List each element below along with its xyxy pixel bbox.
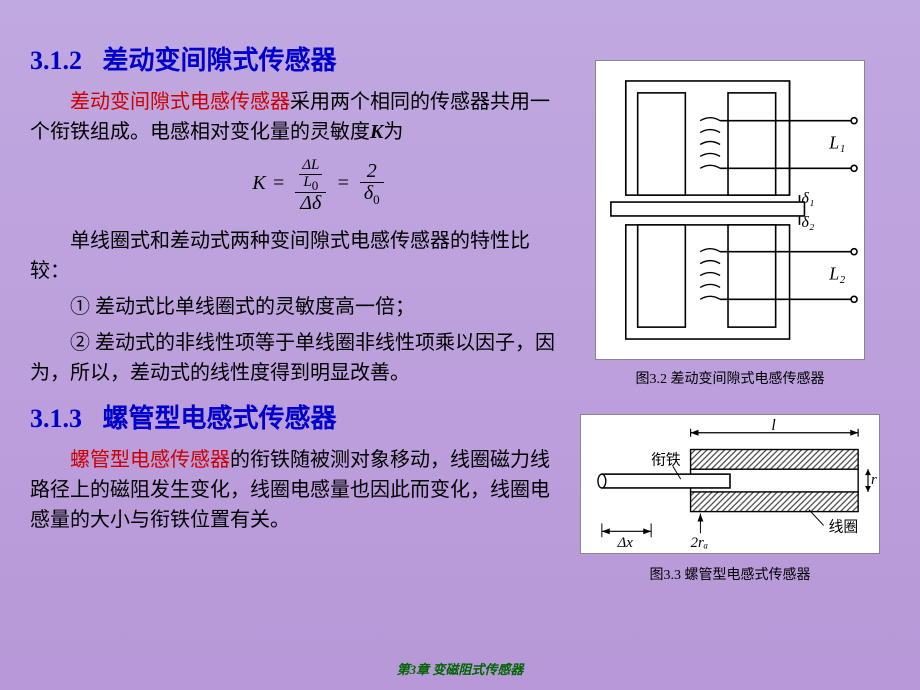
para-313-red: 螺管型电感传感器	[70, 449, 230, 471]
figure-32-svg: L₁ L₂ δ₁ δ₂	[596, 61, 864, 359]
formula-L0-L: L	[303, 174, 311, 190]
heading-312: 3.1.2 差动变间隙式传感器	[30, 40, 560, 77]
formula-frac2-num: 2	[360, 161, 384, 183]
fig32-L2: L₂	[828, 263, 845, 283]
formula-delta-sub: 0	[373, 192, 380, 207]
formula-L0: L0	[299, 175, 322, 193]
para-312-rest2: 为	[383, 121, 403, 143]
figure-32: L₁ L₂ δ₁ δ₂	[595, 60, 865, 360]
para-312-red: 差动变间隙式电感传感器	[70, 91, 290, 113]
fig32-d2: δ₂	[801, 214, 814, 231]
para-313-intro: 螺管型电感传感器的衔铁随被测对象移动，线圈磁力线路径上的磁阻发生变化，线圈电感量…	[30, 445, 560, 535]
figure-33: 衔铁 线圈 l Δx 2rₐ r	[580, 414, 880, 554]
heading-313-text: 螺管型电感式传感器	[103, 404, 337, 433]
fig33-l: l	[771, 417, 776, 434]
formula-frac2-den: δ0	[360, 183, 384, 207]
formula-frac1-den: Δδ	[295, 193, 326, 214]
item-1: ① 差动式比单线圈式的灵敏度高一倍；	[30, 292, 560, 322]
figure-33-svg: 衔铁 线圈 l Δx 2rₐ r	[581, 415, 879, 553]
para-312-intro: 差动变间隙式电感传感器采用两个相同的传感器共用一个衔铁组成。电感相对变化量的灵敏…	[30, 87, 560, 147]
fig33-tiexin: 衔铁	[651, 451, 681, 468]
formula-K-sym: K	[252, 172, 265, 195]
item-2: ② 差动式的非线性项等于单线圈非线性项乘以因子，因为，所以，差动式的线性度得到明…	[30, 328, 560, 388]
fig32-L1: L₁	[828, 132, 845, 152]
formula-innerfrac: ΔL L0	[299, 158, 322, 192]
formula-eq1: =	[272, 172, 286, 195]
heading-313-num: 3.1.3	[30, 404, 82, 433]
left-column: 3.1.2 差动变间隙式传感器 差动变间隙式电感传感器采用两个相同的传感器共用一…	[30, 30, 570, 584]
heading-312-text: 差动变间隙式传感器	[103, 46, 337, 75]
fig33-dx: Δx	[617, 535, 634, 551]
page-content: 3.1.2 差动变间隙式传感器 差动变间隙式电感传感器采用两个相同的传感器共用一…	[0, 0, 920, 584]
formula-dDelta: Δδ	[300, 192, 321, 214]
page-footer: 第3章 变磁阻式传感器	[0, 659, 920, 678]
fig32-d1: δ₁	[801, 190, 814, 207]
heading-312-num: 3.1.2	[30, 46, 82, 75]
formula-frac1-num: ΔL L0	[295, 153, 326, 193]
formula-K: K = ΔL L0 Δδ = 2 δ0	[80, 153, 560, 214]
heading-313: 3.1.3 螺管型电感式传感器	[30, 398, 560, 435]
formula-frac2: 2 δ0	[360, 161, 384, 207]
figure-32-caption: 图3.2 差动变间隙式电感传感器	[570, 368, 890, 388]
para-312-K: K	[370, 121, 383, 143]
fig33-r: r	[871, 472, 877, 488]
right-column: L₁ L₂ δ₁ δ₂ 图3.2 差动变间隙式电感传感器	[570, 30, 890, 584]
formula-frac1: ΔL L0 Δδ	[295, 153, 326, 214]
para-compare: 单线圈式和差动式两种变间隙式电感传感器的特性比较：	[30, 226, 560, 286]
fig33-xianquan: 线圈	[829, 518, 859, 535]
formula-eq2: =	[336, 172, 350, 195]
fig33-2ra: 2rₐ	[691, 535, 708, 551]
formula-dL: ΔL	[299, 158, 322, 175]
formula-delta: δ	[364, 182, 373, 204]
formula-L0-sub: 0	[312, 178, 319, 193]
figure-33-caption: 图3.3 螺管型电感式传感器	[570, 564, 890, 584]
